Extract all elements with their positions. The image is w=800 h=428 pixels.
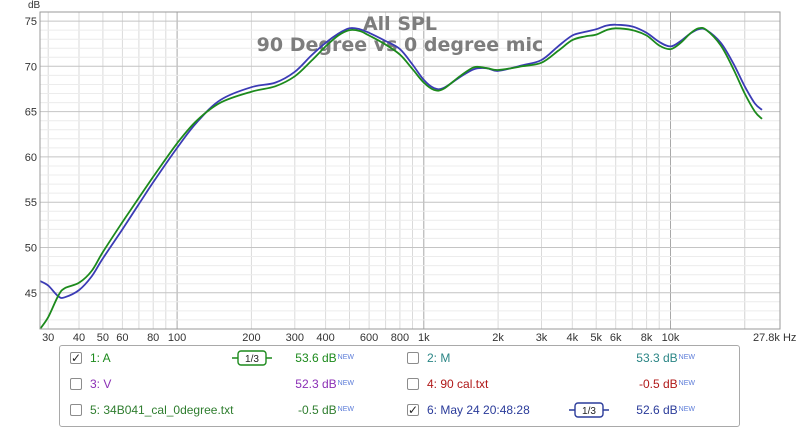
- new-badge: NEW: [337, 380, 354, 387]
- legend-entry: ✓ 1: A 1/3 53.6 dBNEW: [60, 348, 739, 370]
- legend-level: 53.6 dBNEW: [284, 351, 354, 365]
- x-tick-label: 40: [73, 332, 85, 344]
- x-tick-label: 60: [116, 332, 128, 344]
- legend-entry: 5: 34B041_cal_0degree.txt -0.5 dBNEW: [60, 400, 739, 422]
- x-tick-label: 5k: [590, 332, 602, 344]
- series-layer: [39, 23, 763, 330]
- smoothing-label: 1/3: [582, 406, 596, 417]
- series-line-2: [39, 26, 763, 330]
- x-tick-label: 30: [42, 332, 54, 344]
- new-badge: NEW: [678, 354, 695, 361]
- x-tick-label: 10k: [662, 332, 680, 344]
- x-tick-label: 6k: [610, 332, 622, 344]
- legend-label[interactable]: 3: V: [90, 377, 112, 391]
- x-tick-label: 1k: [418, 332, 430, 344]
- y-tick-label: 65: [25, 107, 37, 119]
- x-tick-label: 800: [391, 332, 409, 344]
- legend-level-value: -0.5 dB: [297, 403, 337, 417]
- legend-level: 52.3 dBNEW: [284, 377, 354, 391]
- y-tick-label: 55: [25, 197, 37, 209]
- grid-lines: [40, 11, 780, 330]
- smoothing-indicator[interactable]: 1/3: [569, 402, 609, 418]
- y-tick-label: 70: [25, 61, 37, 73]
- x-tick-label: 3k: [536, 332, 548, 344]
- legend-level: -0.5 dBNEW: [625, 377, 695, 391]
- y-tick-label: 45: [25, 288, 37, 300]
- new-badge: NEW: [337, 354, 354, 361]
- legend-level-value: 53.3 dB: [636, 351, 678, 365]
- y-tick-label: 60: [25, 152, 37, 164]
- x-tick-label: 4k: [566, 332, 578, 344]
- chart-title: All SPL: [363, 13, 437, 35]
- legend-level-value: 53.6 dB: [295, 351, 337, 365]
- legend-label[interactable]: 2: M: [427, 351, 451, 365]
- x-tick-label: 27.8k Hz: [753, 332, 796, 344]
- legend-checkbox[interactable]: ✓: [70, 351, 82, 365]
- x-tick-label: 300: [286, 332, 304, 344]
- chart-subtitle: 90 Degree vs 0 degree mic: [257, 34, 544, 56]
- legend-panel: ✓ 1: A 1/3 53.6 dBNEW 2: M 53.3 dBNEW 3: V 52.3…: [59, 345, 740, 427]
- legend-label[interactable]: 1: A: [90, 351, 111, 365]
- y-axis-label: dB: [28, 0, 41, 11]
- smoothing-indicator[interactable]: 1/3: [232, 350, 272, 366]
- y-tick-label: 75: [25, 16, 37, 28]
- legend-entry: 2: M 53.3 dBNEW: [60, 348, 739, 370]
- legend-level-value: -0.5 dB: [638, 377, 678, 391]
- legend-entry: 4: 90 cal.txt -0.5 dBNEW: [60, 374, 739, 396]
- x-tick-label: 50: [97, 332, 109, 344]
- plot-area-background: [40, 12, 780, 329]
- legend-level: 52.6 dBNEW: [625, 403, 695, 417]
- x-tick-label: 2k: [492, 332, 504, 344]
- new-badge: NEW: [678, 406, 695, 413]
- legend-entry: ✓ 6: May 24 20:48:28 1/3 52.6 dBNEW: [60, 400, 739, 422]
- smoothing-label: 1/3: [245, 354, 259, 365]
- spl-chart: 45 50 55 60 65 70 75 30 40 50 60 80 100 200 300 400 600 8…: [25, 0, 797, 344]
- y-tick-label: 50: [25, 243, 37, 255]
- legend-checkbox[interactable]: [70, 404, 82, 416]
- series-line-1: [39, 23, 763, 299]
- legend-level: -0.5 dBNEW: [284, 403, 354, 417]
- new-badge: NEW: [678, 380, 695, 387]
- legend-checkbox[interactable]: [407, 378, 419, 390]
- legend-level-value: 52.3 dB: [295, 377, 337, 391]
- x-tick-label: 400: [316, 332, 334, 344]
- legend-level-value: 52.6 dB: [636, 403, 678, 417]
- legend-checkbox[interactable]: [70, 378, 82, 390]
- x-tick-label: 100: [168, 332, 186, 344]
- legend-checkbox[interactable]: [407, 352, 419, 364]
- x-tick-label: 80: [147, 332, 159, 344]
- legend-label[interactable]: 5: 34B041_cal_0degree.txt: [90, 403, 234, 417]
- x-tick-label: 8k: [641, 332, 653, 344]
- legend-label[interactable]: 6: May 24 20:48:28: [427, 403, 530, 417]
- legend-checkbox[interactable]: ✓: [407, 403, 419, 417]
- x-tick-label: 600: [360, 332, 378, 344]
- legend-level: 53.3 dBNEW: [625, 351, 695, 365]
- x-tick-label: 200: [242, 332, 260, 344]
- legend-entry: 3: V 52.3 dBNEW: [60, 374, 739, 396]
- plot-frame: [39, 11, 781, 330]
- legend-label[interactable]: 4: 90 cal.txt: [427, 377, 489, 391]
- new-badge: NEW: [337, 406, 354, 413]
- axis-labels: 45 50 55 60 65 70 75 30 40 50 60 80 100 200 300 400 600 8…: [25, 16, 797, 344]
